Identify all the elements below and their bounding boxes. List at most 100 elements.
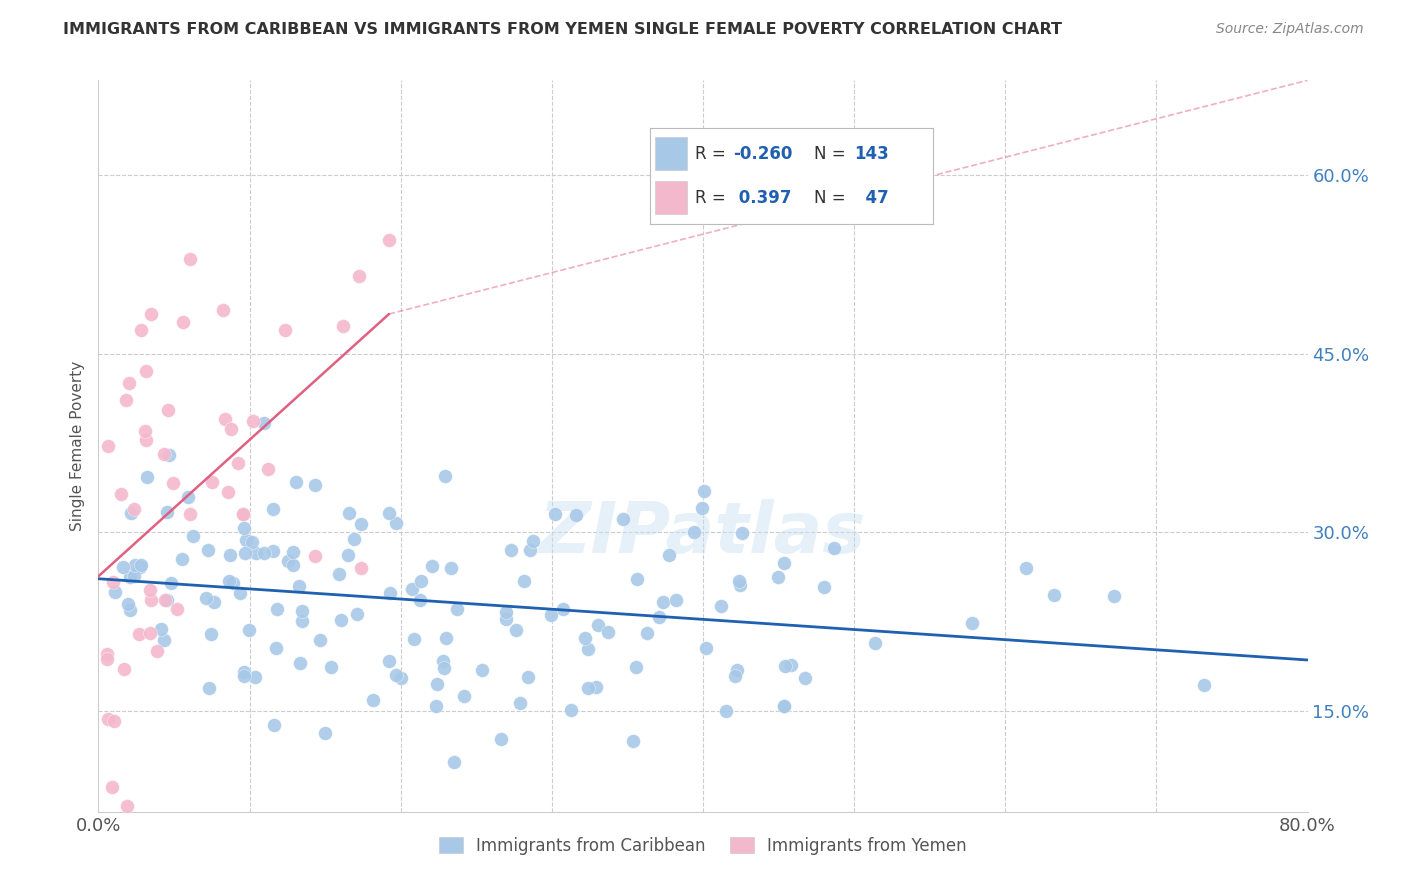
Point xyxy=(145,644,167,658)
Point xyxy=(291,614,314,628)
Point xyxy=(153,633,176,648)
Point xyxy=(235,533,257,547)
Point xyxy=(960,616,983,631)
Point xyxy=(156,505,179,519)
Point xyxy=(274,323,297,337)
Point xyxy=(202,595,225,609)
Point xyxy=(128,560,150,574)
Point xyxy=(114,662,136,676)
Point xyxy=(245,546,267,560)
Point xyxy=(97,712,120,726)
Point xyxy=(101,780,124,794)
Point xyxy=(453,690,475,704)
Point xyxy=(238,623,260,637)
Point xyxy=(426,677,449,691)
Point xyxy=(166,602,188,616)
Point xyxy=(134,424,156,438)
Text: Source: ZipAtlas.com: Source: ZipAtlas.com xyxy=(1216,22,1364,37)
Point xyxy=(378,586,401,600)
Point xyxy=(489,732,512,747)
Point xyxy=(513,574,536,588)
Point xyxy=(139,583,162,598)
Point xyxy=(384,667,406,681)
Point xyxy=(200,627,222,641)
Point xyxy=(378,233,401,247)
Point xyxy=(155,592,177,607)
Point xyxy=(245,670,267,684)
Point xyxy=(361,693,384,707)
Point xyxy=(773,556,796,570)
Point xyxy=(155,592,177,607)
Point xyxy=(264,641,287,656)
Point xyxy=(773,698,796,713)
Point xyxy=(122,502,145,516)
Point xyxy=(1102,589,1125,603)
Text: R =: R = xyxy=(695,145,731,162)
Point xyxy=(588,618,610,632)
Point xyxy=(446,601,468,615)
Point xyxy=(863,636,886,650)
Point xyxy=(693,484,716,499)
Point xyxy=(565,508,588,522)
Point xyxy=(304,477,326,491)
Point xyxy=(159,576,181,591)
Point xyxy=(432,654,454,668)
Point xyxy=(304,549,326,563)
Point xyxy=(262,544,284,558)
Text: ZIPatlas: ZIPatlas xyxy=(540,500,866,568)
Point xyxy=(233,521,256,535)
Point xyxy=(285,475,308,489)
Text: IMMIGRANTS FROM CARIBBEAN VS IMMIGRANTS FROM YEMEN SINGLE FEMALE POVERTY CORRELA: IMMIGRANTS FROM CARIBBEAN VS IMMIGRANTS … xyxy=(63,22,1063,37)
Point xyxy=(266,601,288,615)
Point xyxy=(229,585,252,599)
Point xyxy=(337,506,360,520)
Point xyxy=(471,663,494,677)
Point xyxy=(115,393,138,408)
Point xyxy=(517,670,540,684)
Point xyxy=(281,558,304,572)
Point xyxy=(347,268,370,283)
Point xyxy=(337,548,360,562)
Point xyxy=(411,574,433,588)
Point xyxy=(141,592,163,607)
Point xyxy=(823,541,845,555)
Point xyxy=(574,632,596,646)
Point xyxy=(157,448,180,462)
Point xyxy=(495,612,517,626)
Point xyxy=(242,414,264,428)
Point xyxy=(232,669,254,683)
Point xyxy=(277,554,299,568)
Point xyxy=(576,642,599,657)
Point xyxy=(793,671,815,685)
Point xyxy=(139,626,162,640)
Point xyxy=(519,543,541,558)
Point xyxy=(253,546,276,560)
Point xyxy=(157,403,180,417)
Point xyxy=(179,252,201,266)
Point xyxy=(314,726,336,740)
Point xyxy=(101,575,124,590)
Point xyxy=(540,607,562,622)
Point xyxy=(129,558,152,572)
Point xyxy=(319,659,342,673)
Point xyxy=(425,698,447,713)
Point xyxy=(117,597,139,611)
Point xyxy=(551,602,574,616)
Point xyxy=(434,469,457,483)
Point xyxy=(214,412,236,426)
Text: -0.260: -0.260 xyxy=(734,145,793,162)
Point xyxy=(378,506,401,520)
Point xyxy=(730,526,752,541)
Point xyxy=(724,669,747,683)
Point xyxy=(226,456,249,470)
Y-axis label: Single Female Poverty: Single Female Poverty xyxy=(70,361,86,531)
Point xyxy=(197,543,219,558)
Point xyxy=(1043,588,1066,602)
Point xyxy=(612,512,634,526)
Point xyxy=(422,558,444,573)
Point xyxy=(343,533,366,547)
Point xyxy=(287,579,309,593)
Point xyxy=(1015,561,1038,575)
Point xyxy=(651,595,673,609)
Point xyxy=(384,516,406,530)
